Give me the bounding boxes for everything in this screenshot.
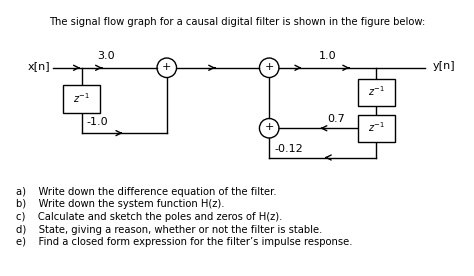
Text: +: +	[162, 62, 172, 72]
Text: b)    Write down the system function H(z).: b) Write down the system function H(z).	[16, 200, 224, 209]
Text: d)    State, giving a reason, whether or not the filter is stable.: d) State, giving a reason, whether or no…	[16, 225, 322, 235]
Text: $z^{-1}$: $z^{-1}$	[73, 91, 91, 105]
Bar	[358, 78, 395, 106]
Text: The signal flow graph for a causal digital filter is shown in the figure below:: The signal flow graph for a causal digit…	[49, 17, 425, 27]
Text: a)    Write down the difference equation of the filter.: a) Write down the difference equation of…	[16, 187, 276, 197]
Text: $z^{-1}$: $z^{-1}$	[368, 84, 385, 98]
Text: e)    Find a closed form expression for the filter’s impulse response.: e) Find a closed form expression for the…	[16, 237, 352, 248]
Text: 0.7: 0.7	[328, 114, 346, 124]
Text: x[n]: x[n]	[27, 61, 50, 71]
Text: c)    Calculate and sketch the poles and zeros of H(z).: c) Calculate and sketch the poles and ze…	[16, 212, 282, 222]
Text: +: +	[264, 122, 274, 132]
Text: y[n]: y[n]	[433, 61, 456, 71]
Bar	[358, 115, 395, 142]
Text: -0.12: -0.12	[274, 144, 303, 154]
Text: -1.0: -1.0	[87, 116, 109, 126]
Text: 1.0: 1.0	[319, 51, 337, 61]
Text: 3.0: 3.0	[98, 51, 115, 61]
Bar	[64, 85, 100, 113]
Text: $z^{-1}$: $z^{-1}$	[368, 120, 385, 134]
Text: +: +	[264, 62, 274, 72]
